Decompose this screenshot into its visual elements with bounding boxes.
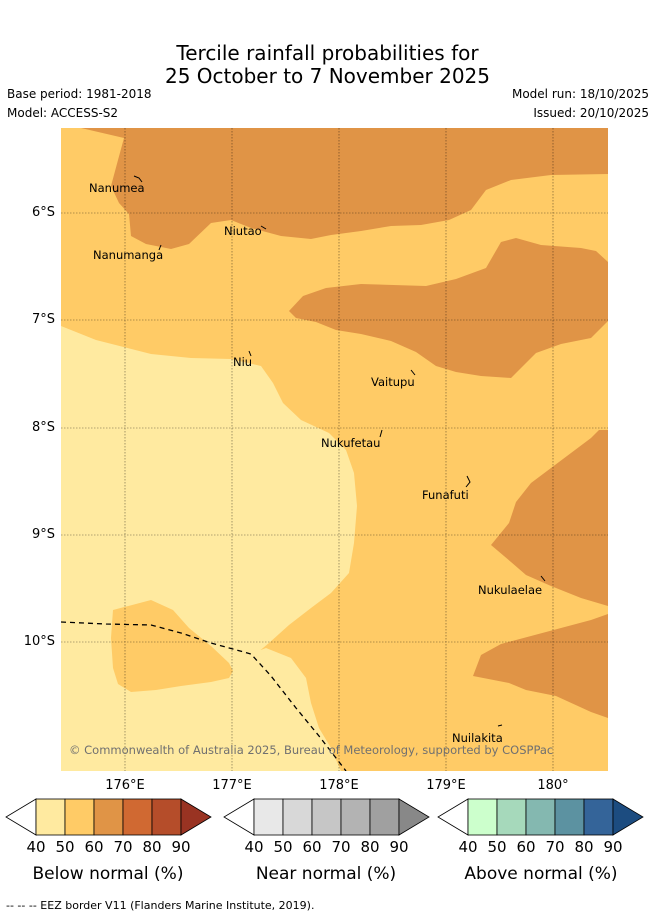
colorbar-near-label: Near normal (%) (255, 864, 397, 884)
region-below-60-east (491, 430, 608, 606)
colorbar-below-tick-40: 40 (26, 838, 46, 856)
colorbar-below (5, 798, 212, 836)
colorbar-above-swatch-1 (496, 798, 527, 836)
colorbar-near-swatch-3 (340, 798, 371, 836)
colorbar-near-tick-60: 60 (302, 838, 322, 856)
colorbar-above-tick-50: 50 (487, 838, 507, 856)
colorbar-below-label: Below normal (%) (32, 864, 184, 884)
colorbar-below-tick-90: 90 (171, 838, 191, 856)
region-below-60-north (81, 128, 608, 249)
eez-footnote: -- -- -- EEZ border V11 (Flanders Marine… (6, 899, 315, 912)
colorbar-near-swatch-1 (282, 798, 313, 836)
colorbar-near-swatch-4 (369, 798, 400, 836)
place-nanumea: Nanumea (89, 181, 145, 195)
colorbar-near-tick-40: 40 (244, 838, 264, 856)
region-below-60-southeast (473, 614, 608, 718)
colorbar-above-swatch-3 (554, 798, 585, 836)
place-vaitupu: Vaitupu (371, 375, 415, 389)
colorbar-above-tick-70: 70 (545, 838, 565, 856)
place-niu: Niu (233, 355, 252, 369)
colorbar-below-tick-70: 70 (113, 838, 133, 856)
lat-label-10s: 10°S (23, 634, 55, 649)
colorbar-above-swatch-2 (525, 798, 556, 836)
lat-label-8s: 8°S (31, 420, 55, 435)
colorbar-above-swatch-4 (583, 798, 614, 836)
colorbar-above-tick-90: 90 (603, 838, 623, 856)
lat-label-7s: 7°S (31, 312, 55, 327)
colorbar-below-swatch-3 (122, 798, 153, 836)
place-funafuti: Funafuti (422, 488, 469, 502)
colorbar-below-swatch-4 (151, 798, 182, 836)
lon-label-176e: 176°E (105, 778, 145, 793)
colorbar-above-under-arrow (437, 798, 469, 836)
model-name: Model: ACCESS-S2 (7, 106, 119, 120)
place-nukufetau: Nukufetau (321, 436, 380, 450)
place-niutao: Niutao (224, 224, 262, 238)
place-nanumanga: Nanumanga (93, 248, 163, 262)
colorbar-near-tick-50: 50 (273, 838, 293, 856)
title-line-1: Tercile rainfall probabilities for (176, 41, 479, 65)
colorbar-near-tick-90: 90 (389, 838, 409, 856)
lat-label-9s: 9°S (31, 527, 55, 542)
graticule (61, 128, 608, 771)
colorbar-near-over-arrow (398, 798, 430, 836)
colorbar-near-under-arrow (223, 798, 255, 836)
colorbar-above-tick-80: 80 (574, 838, 594, 856)
colorbar-above-tick-60: 60 (516, 838, 536, 856)
colorbar-below-tick-80: 80 (142, 838, 162, 856)
colorbar-above-label: Above normal (%) (464, 864, 618, 884)
colorbar-below-swatch-2 (93, 798, 124, 836)
base-period: Base period: 1981-2018 (7, 87, 152, 101)
lat-label-6s: 6°S (31, 205, 55, 220)
map-svg: Nanumea Nanumanga Niutao Niu Vaitupu Nuk… (60, 128, 608, 772)
colorbar-below-swatch-0 (35, 798, 66, 836)
colorbar-above (437, 798, 644, 836)
place-nukulaelae: Nukulaelae (478, 583, 542, 597)
island-outlines (133, 175, 546, 727)
model-run: Model run: 18/10/2025 (511, 87, 649, 101)
lon-label-180: 180° (537, 778, 569, 793)
lon-label-177e: 177°E (212, 778, 252, 793)
colorbars-svg (5, 798, 644, 836)
colorbar-above-tick-40: 40 (458, 838, 478, 856)
region-below-60-central (289, 238, 608, 378)
colorbar-below-swatch-1 (64, 798, 95, 836)
lon-label-179e: 179°E (426, 778, 466, 793)
colorbar-near-swatch-0 (253, 798, 284, 836)
title-line-2: 25 October to 7 November 2025 (164, 64, 491, 88)
colorbar-near (223, 798, 430, 836)
colorbar-below-tick-50: 50 (55, 838, 75, 856)
issued-date: Issued: 20/10/2025 (533, 106, 649, 120)
colorbar-below-tick-60: 60 (84, 838, 104, 856)
forecast-map: Nanumea Nanumanga Niutao Niu Vaitupu Nuk… (60, 128, 608, 772)
colorbar-above-over-arrow (612, 798, 644, 836)
colorbar-above-swatch-0 (467, 798, 498, 836)
colorbar-near-swatch-2 (311, 798, 342, 836)
colorbar-near-tick-80: 80 (360, 838, 380, 856)
region-below-50-pocket (111, 600, 233, 692)
lon-label-178e: 178°E (319, 778, 359, 793)
colorbar-below-over-arrow (180, 798, 212, 836)
eez-border (60, 621, 347, 772)
colorbar-near-tick-70: 70 (331, 838, 351, 856)
copyright-notice: © Commonwealth of Australia 2025, Bureau… (69, 743, 553, 757)
colorbar-below-under-arrow (5, 798, 37, 836)
place-nuilakita: Nuilakita (452, 731, 503, 745)
